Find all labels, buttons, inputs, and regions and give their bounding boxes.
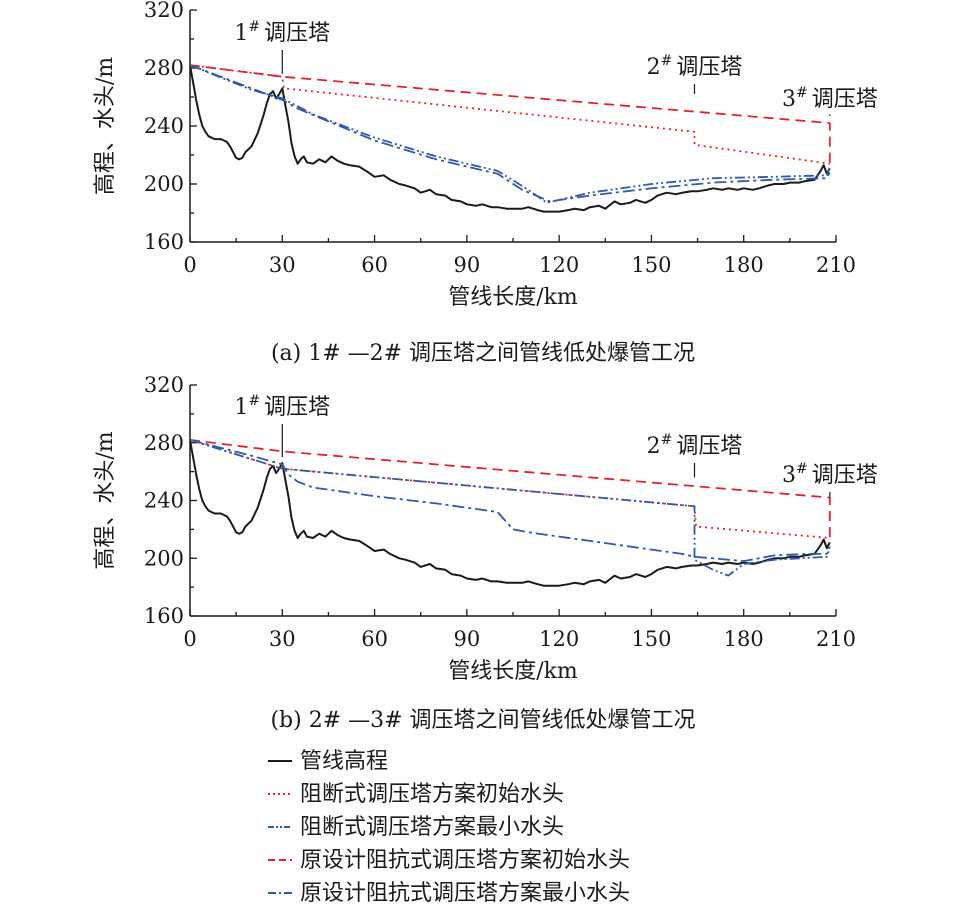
y-tick-label: 160 [144, 230, 184, 254]
y-tick-label: 280 [144, 56, 184, 80]
x-tick-label: 90 [453, 253, 480, 277]
y-axis-label: 高程、水头/m [93, 57, 118, 195]
chart-panel-a: 160 200 240 280 320 0 30 60 90 120 150 180 210 管线长度/k… [93, 0, 878, 366]
x-axis-label: 管线长度/km [448, 659, 578, 684]
x-tick-label: 60 [361, 253, 388, 277]
x-tick-label: 120 [539, 253, 579, 277]
tower-hash: # [248, 19, 260, 35]
tower-number: 1 [234, 395, 248, 420]
panel-caption: (b) 2# —3# 调压塔之间管线低处爆管工况 [270, 708, 695, 733]
tower-label: 调压塔 [812, 463, 878, 488]
y-tick-label: 240 [144, 489, 184, 513]
x-tick-label: 120 [539, 627, 579, 651]
tower-annotation: 2# 调压塔 [647, 432, 743, 459]
tower-label: 调压塔 [264, 395, 330, 420]
series-line-elevation [189, 439, 831, 587]
tower-annotation: 3# 调压塔 [782, 85, 878, 112]
x-tick-label: 180 [724, 253, 764, 277]
series-line-original_initial [189, 64, 831, 167]
x-tick-label: 0 [183, 253, 196, 277]
tower-label: 调压塔 [676, 434, 742, 459]
tower-hash: # [796, 85, 808, 101]
y-tick-label: 320 [144, 373, 184, 397]
tower-label: 调压塔 [676, 55, 742, 80]
y-axis-label: 高程、水头/m [93, 431, 118, 569]
tower-number: 2 [647, 55, 661, 80]
legend-label-original_min: 原设计阻抗式调压塔方案最小水头 [300, 881, 630, 906]
series-line-original_min [189, 64, 831, 203]
x-tick-label: 150 [631, 253, 671, 277]
tower-hash: # [248, 393, 260, 409]
series-line-original_initial [189, 439, 831, 544]
y-tick-label: 200 [144, 172, 184, 196]
series-line-original_min [189, 439, 831, 562]
tower-hash: # [661, 432, 673, 448]
tower-label: 调压塔 [812, 87, 878, 112]
legend-label-blocking_initial: 阻断式调压塔方案初始水头 [300, 782, 564, 807]
tower-hash: # [661, 53, 673, 69]
y-tick-label: 160 [144, 604, 184, 628]
x-tick-label: 30 [269, 627, 296, 651]
x-tick-label: 0 [183, 627, 196, 651]
tower-number: 3 [782, 87, 796, 112]
x-tick-label: 30 [269, 253, 296, 277]
y-tick-label: 240 [144, 114, 184, 138]
tower-number: 2 [647, 434, 661, 459]
series-line-blocking_min [189, 64, 831, 204]
y-tick-label: 280 [144, 431, 184, 455]
series-line-elevation [189, 64, 831, 213]
tower-number: 1 [234, 21, 248, 46]
legend-label-elevation: 管线高程 [300, 749, 388, 774]
tower-label: 调压塔 [264, 21, 330, 46]
legend: 管线高程阻断式调压塔方案初始水头阻断式调压塔方案最小水头原设计阻抗式调压塔方案初… [268, 749, 630, 906]
series-line-blocking_min [189, 439, 831, 577]
legend-label-blocking_min: 阻断式调压塔方案最小水头 [300, 815, 564, 840]
y-tick-label: 320 [144, 0, 184, 22]
y-tick-label: 200 [144, 546, 184, 570]
x-tick-label: 90 [453, 627, 480, 651]
panel-caption: (a) 1# —2# 调压塔之间管线低处爆管工况 [271, 341, 695, 366]
tower-annotation: 2# 调压塔 [647, 53, 743, 80]
tower-annotation: 1# 调压塔 [234, 19, 330, 46]
tower-number: 3 [782, 463, 796, 488]
tower-hash: # [796, 461, 808, 477]
tower-annotation: 1# 调压塔 [234, 393, 330, 420]
x-axis-label: 管线长度/km [448, 285, 578, 310]
x-tick-label: 60 [361, 627, 388, 651]
x-tick-label: 210 [816, 253, 856, 277]
chart-panel-b: 160 200 240 280 320 0 30 60 90 120 150 180 210 管线长度/k… [93, 373, 878, 733]
tower-annotation: 3# 调压塔 [782, 461, 878, 488]
series-line-blocking_initial [189, 64, 830, 165]
x-tick-label: 180 [724, 627, 764, 651]
x-tick-label: 210 [816, 627, 856, 651]
x-tick-label: 150 [631, 627, 671, 651]
legend-label-original_initial: 原设计阻抗式调压塔方案初始水头 [300, 848, 630, 873]
